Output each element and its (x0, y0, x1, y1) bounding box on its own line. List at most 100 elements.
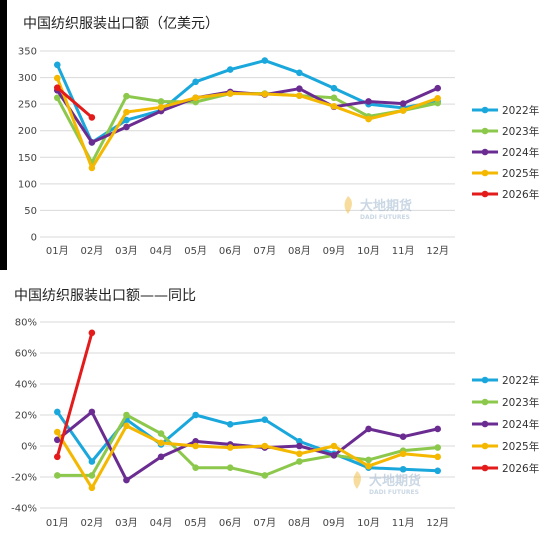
chart-title-export-value: 中国纺织服装出口额（亿美元） (23, 16, 219, 32)
data-point (53, 94, 61, 102)
data-point (53, 436, 61, 444)
data-point (53, 472, 61, 479)
legend-marker (481, 148, 489, 156)
y-tick-label: 60% (15, 349, 37, 360)
x-tick-label: 05月 (184, 245, 207, 257)
data-point (53, 74, 61, 82)
x-tick-label: 09月 (323, 517, 346, 529)
legend-label: 2024年 (502, 146, 539, 159)
x-tick-label: 12月 (426, 517, 449, 529)
data-point (296, 450, 303, 458)
y-tick-label: -20% (11, 473, 37, 484)
legend-label: 2023年 (502, 125, 539, 138)
legend-marker (481, 106, 489, 114)
y-tick-label: 350 (18, 47, 37, 58)
data-point (192, 438, 199, 445)
x-tick-label: 12月 (426, 245, 449, 257)
data-point (53, 84, 61, 91)
series-1-1 (53, 411, 442, 479)
x-tick-label: 06月 (219, 517, 242, 529)
chart-title-yoy: 中国纺织服装出口额——同比 (14, 288, 196, 304)
x-tick-label: 09月 (323, 245, 346, 257)
data-point (53, 61, 61, 69)
data-point (330, 94, 338, 102)
watermark-icon (353, 471, 361, 489)
legend-item: 2022年 (472, 104, 539, 117)
data-point (330, 102, 338, 110)
data-point (330, 84, 338, 92)
data-point (226, 464, 234, 472)
data-point (365, 462, 372, 470)
x-tick-label: 08月 (288, 245, 311, 257)
x-tick-label: 04月 (150, 245, 173, 257)
data-point (123, 92, 130, 100)
x-tick-label: 07月 (253, 245, 276, 257)
data-point (365, 425, 372, 433)
data-point (434, 94, 442, 102)
legend-marker (481, 127, 489, 135)
data-point (261, 90, 269, 98)
legend-label: 2025年 (502, 440, 539, 453)
data-point (53, 453, 61, 461)
data-point (192, 442, 199, 450)
watermark-text: 大地期货 (360, 198, 412, 214)
data-point (365, 98, 372, 105)
data-point (434, 467, 442, 475)
data-point (88, 164, 96, 172)
data-point (296, 69, 303, 77)
chart-0: 0 50 100 150 200 250 300 350 01月 02月 03月 04月 05月 06月 0… (18, 47, 539, 258)
y-tick-label: 150 (18, 153, 37, 164)
data-point (434, 444, 442, 451)
data-point (192, 94, 199, 102)
y-tick-label: 250 (18, 100, 37, 111)
data-point (399, 107, 407, 114)
legend-item: 2025年 (472, 167, 539, 180)
y-tick-label: 0 (31, 233, 37, 244)
data-point (226, 90, 234, 97)
data-point (192, 464, 199, 472)
x-tick-label: 03月 (115, 245, 138, 257)
x-tick-label: 05月 (184, 517, 207, 529)
y-tick-label: 200 (18, 126, 37, 137)
legend-marker (481, 190, 489, 198)
data-point (123, 422, 130, 430)
legend-marker (481, 169, 489, 177)
data-point (226, 66, 234, 73)
data-point (157, 439, 165, 447)
x-tick-label: 01月 (46, 517, 69, 529)
y-tick-label: 50 (24, 206, 37, 217)
data-point (365, 115, 372, 123)
watermark-en-text: DADI FUTURES (369, 489, 419, 496)
legend-item: 2025年 (472, 440, 539, 453)
data-point (157, 98, 165, 105)
y-tick-label: 0% (21, 442, 37, 453)
legend-item: 2026年 (472, 188, 539, 201)
series-line (55, 76, 440, 170)
data-point (226, 421, 234, 428)
data-point (296, 92, 303, 99)
data-point (88, 329, 96, 337)
y-tick-label: 20% (15, 411, 37, 422)
data-point (88, 139, 96, 146)
legend-label: 2026年 (502, 462, 539, 475)
data-point (261, 472, 269, 479)
data-point (434, 84, 442, 92)
x-tick-label: 10月 (357, 517, 380, 529)
series-1-3 (53, 422, 442, 492)
data-point (192, 78, 199, 86)
legend-label: 2023年 (502, 396, 539, 409)
watermark-en-text: DADI FUTURES (360, 214, 410, 221)
series-1-4 (53, 329, 96, 461)
data-point (157, 430, 165, 437)
legend-item: 2023年 (472, 396, 539, 409)
x-tick-label: 06月 (219, 245, 242, 257)
data-point (88, 458, 96, 465)
x-tick-label: 07月 (253, 517, 276, 529)
series-line (55, 86, 94, 119)
series-0-4 (53, 84, 96, 121)
series-line (55, 331, 94, 459)
data-point (365, 456, 372, 464)
